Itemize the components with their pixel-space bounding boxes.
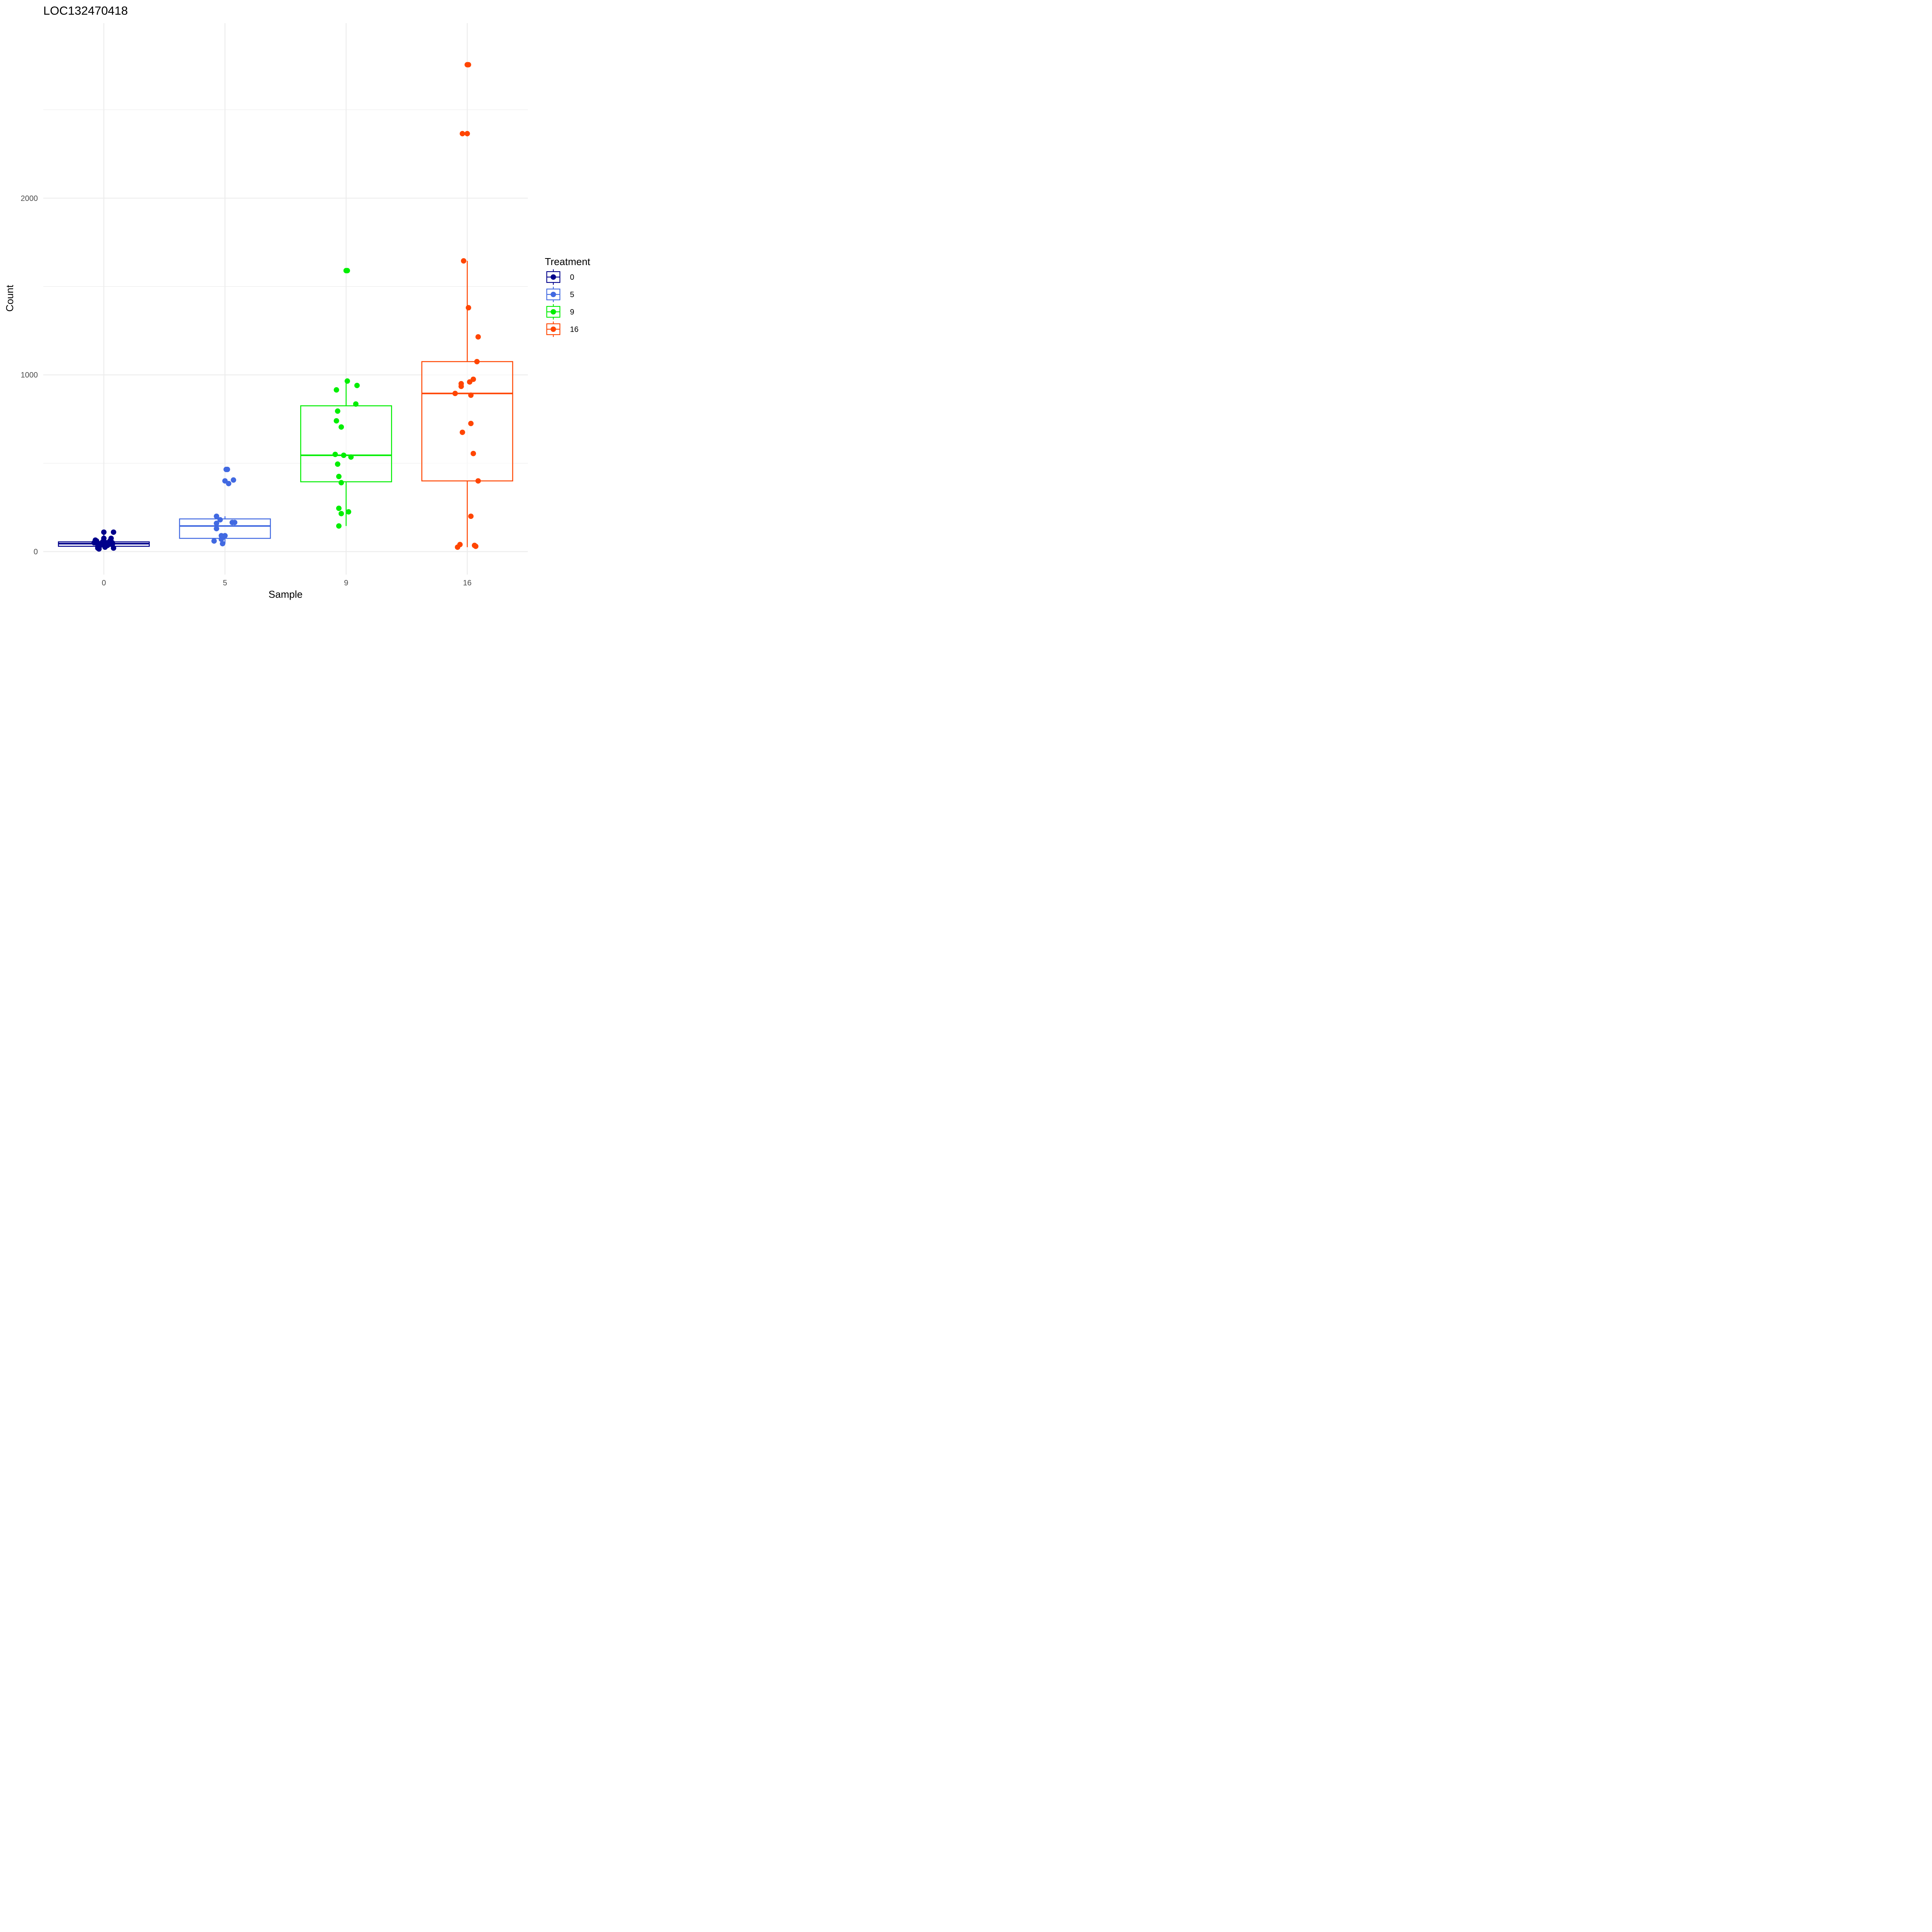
data-point [346,509,352,515]
data-point [111,545,116,551]
legend-key-point [551,309,556,315]
box-body [300,405,392,483]
y-tick-label: 1000 [21,371,38,379]
legend-item-0: 0 [546,269,574,285]
data-point [461,258,466,264]
jitter-points [91,62,481,552]
data-point [338,511,344,517]
data-point [459,131,465,136]
box-5 [179,516,271,544]
data-point [101,536,107,541]
box-16 [421,261,514,548]
data-point [473,543,479,549]
x-tick-label: 16 [463,579,471,587]
box-9 [300,380,392,526]
legend-label: 0 [570,273,574,282]
legend-label: 9 [570,308,574,316]
data-point [226,481,231,486]
x-tick-label: 5 [223,579,227,587]
data-point [336,474,342,480]
data-point [335,461,340,467]
boxes [58,261,514,549]
data-point [457,542,463,548]
data-point [222,533,228,539]
data-point [217,517,223,523]
data-point [466,62,471,68]
data-point [470,376,476,382]
data-point [333,418,339,424]
data-point [336,523,342,529]
data-point [232,520,238,526]
data-point [344,378,350,384]
data-point [353,401,359,407]
data-point [231,477,236,483]
legend-item-16: 16 [546,321,578,337]
y-tick-label: 2000 [21,194,38,203]
y-tick-label: 0 [34,548,38,556]
data-point [214,526,219,532]
x-tick-label: 9 [344,579,348,587]
axes: 0 1000 2000 0 5 9 16 [21,194,472,587]
data-point [333,387,339,393]
data-point [332,451,338,457]
data-point [211,538,217,544]
grid-lines [43,23,528,575]
legend-label: 16 [570,325,578,334]
x-axis-title: Sample [269,588,303,600]
legend-label: 5 [570,291,574,299]
data-point [464,131,470,136]
legend-title: Treatment [545,256,590,267]
data-point [338,480,344,486]
data-point [474,359,480,364]
x-tick-label: 0 [102,579,106,587]
y-axis-title: Count [4,285,15,312]
data-point [468,420,474,426]
legend-item-9: 9 [546,304,574,320]
data-point [466,305,471,311]
data-point [470,451,476,456]
chart-canvas: 0 1000 2000 0 5 9 16 LOC132470418 Sample Count… [4,4,590,600]
data-point [459,429,465,435]
legend-key-point [551,274,556,280]
data-point [214,514,219,519]
data-point [111,529,116,535]
data-point [354,383,360,388]
data-point [338,424,344,430]
data-point [224,466,230,472]
data-point [219,541,225,546]
legend-key-point [551,327,556,332]
data-point [336,505,342,511]
data-point [452,391,458,396]
data-point [468,392,474,398]
data-point [344,268,350,274]
data-point [101,529,107,535]
data-point [214,520,219,526]
data-point [108,536,114,541]
legend-key-point [551,292,556,297]
boxplot-figure: 0 1000 2000 0 5 9 16 LOC132470418 Sample Count… [0,0,603,603]
box-body [421,361,514,481]
data-point [458,383,464,389]
data-point [468,514,474,519]
data-point [475,478,481,484]
legend: Treatment 0 5 9 16 [545,256,590,337]
data-point [348,454,354,460]
data-point [335,408,340,414]
legend-item-5: 5 [546,287,574,302]
chart-title: LOC132470418 [43,4,128,17]
data-point [341,452,347,458]
data-point [475,334,481,340]
